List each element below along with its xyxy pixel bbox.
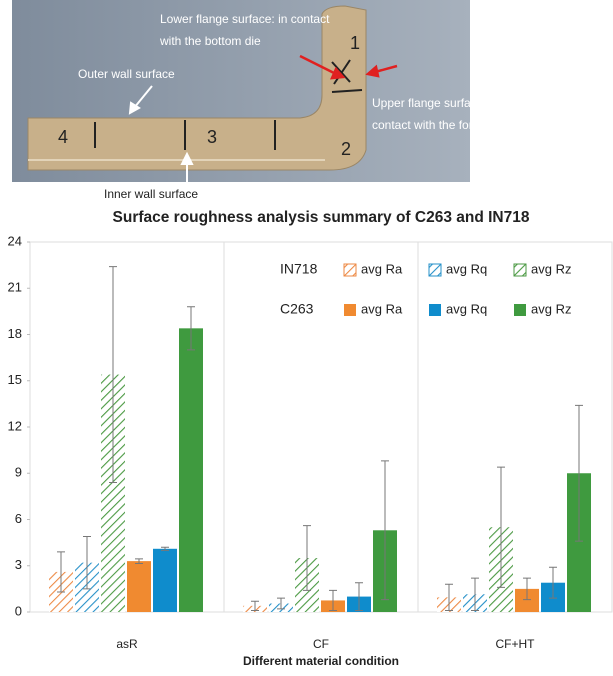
y-tick-label: 15 [8, 372, 22, 387]
legend-label: avg Rz [531, 261, 571, 276]
legend-swatch [514, 264, 526, 276]
photo-annotation: contact with the forming tool [372, 118, 521, 132]
photo [12, 0, 470, 182]
page: Surface roughness analysis summary of C2… [0, 0, 613, 676]
part-label: 3 [207, 127, 217, 147]
photo-annotation: Lower flange surface: in contact [160, 12, 330, 26]
y-tick-label: 21 [8, 280, 22, 295]
y-tick-label: 6 [15, 511, 22, 526]
part-label: 1 [350, 33, 360, 53]
legend-swatch [514, 304, 526, 316]
y-tick-label: 9 [15, 465, 22, 480]
legend-label: avg Rz [531, 301, 571, 316]
legend-label: avg Ra [361, 261, 403, 276]
y-tick-label: 3 [15, 557, 22, 572]
y-tick-label: 24 [8, 233, 22, 248]
legend-group: C263 [280, 301, 314, 317]
y-tick-label: 18 [8, 326, 22, 341]
x-tick-label: CF [313, 637, 329, 651]
x-tick-label: CF+HT [496, 637, 536, 651]
legend-label: avg Rq [446, 301, 487, 316]
legend-swatch [429, 304, 441, 316]
x-tick-label: asR [116, 637, 138, 651]
legend-swatch [344, 304, 356, 316]
part-label: 2 [341, 139, 351, 159]
y-tick-label: 12 [8, 418, 22, 433]
photo-annotation: Upper flange surface: in [372, 96, 499, 110]
legend-group: IN718 [280, 261, 318, 277]
bar [127, 561, 151, 612]
x-axis-label: Different material condition [243, 654, 399, 668]
chart-title: Surface roughness analysis summary of C2… [113, 209, 530, 226]
legend-label: avg Ra [361, 301, 403, 316]
legend-label: avg Rq [446, 261, 487, 276]
photo-annotation: with the bottom die [159, 34, 261, 48]
bar [153, 549, 177, 612]
bar [179, 328, 203, 612]
y-tick-label: 0 [15, 603, 22, 618]
legend-swatch [429, 264, 441, 276]
error-bar [161, 547, 169, 550]
legend-swatch [344, 264, 356, 276]
photo-annotation: Outer wall surface [78, 67, 175, 81]
photo-annotation: Inner wall surface [104, 187, 198, 201]
part-label: 4 [58, 127, 68, 147]
